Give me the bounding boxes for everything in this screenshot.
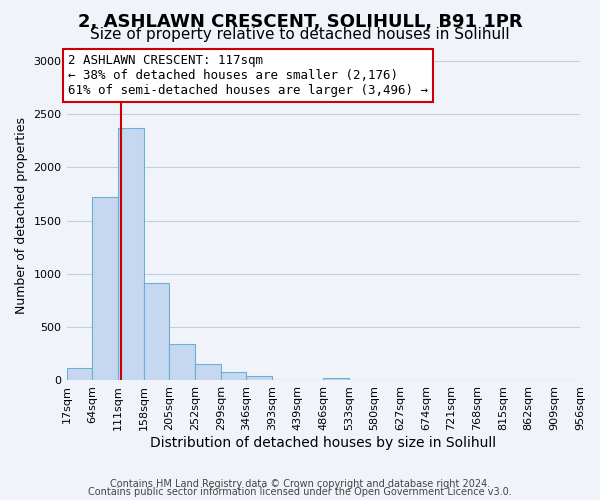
Bar: [92, 197, 118, 380]
Text: Contains HM Land Registry data © Crown copyright and database right 2024.: Contains HM Land Registry data © Crown c…: [110, 479, 490, 489]
Text: Size of property relative to detached houses in Solihull: Size of property relative to detached ho…: [90, 28, 510, 42]
Bar: [67, 368, 92, 380]
Text: 2, ASHLAWN CRESCENT, SOLIHULL, B91 1PR: 2, ASHLAWN CRESCENT, SOLIHULL, B91 1PR: [77, 12, 523, 30]
Y-axis label: Number of detached properties: Number of detached properties: [15, 116, 28, 314]
Text: 2 ASHLAWN CRESCENT: 117sqm
← 38% of detached houses are smaller (2,176)
61% of s: 2 ASHLAWN CRESCENT: 117sqm ← 38% of deta…: [68, 54, 428, 98]
Bar: [195, 364, 221, 380]
Bar: [323, 378, 349, 380]
Bar: [118, 128, 143, 380]
Bar: [221, 372, 247, 380]
Bar: [169, 344, 195, 381]
Bar: [247, 376, 272, 380]
Text: Contains public sector information licensed under the Open Government Licence v3: Contains public sector information licen…: [88, 487, 512, 497]
X-axis label: Distribution of detached houses by size in Solihull: Distribution of detached houses by size …: [150, 436, 496, 450]
Bar: [143, 284, 169, 380]
